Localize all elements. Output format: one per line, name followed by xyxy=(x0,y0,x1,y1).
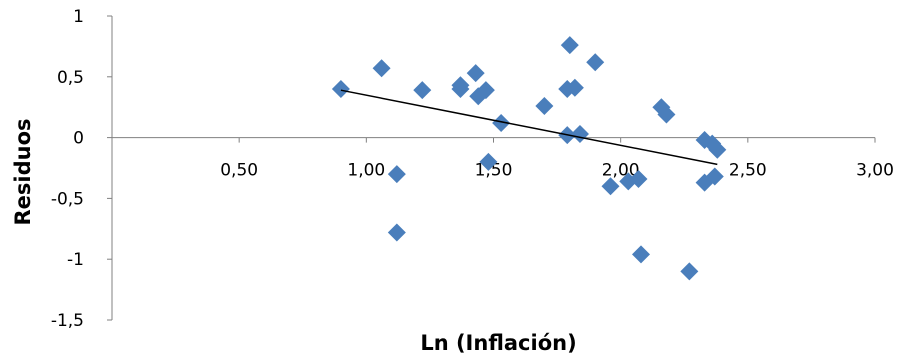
data-point xyxy=(657,105,676,124)
x-tick-label: 0,50 xyxy=(220,161,258,181)
y-tick-label: -0,5 xyxy=(51,189,84,209)
x-tick-labels: 0,50 1,00 1,50 2,00 2,50 3,00 xyxy=(220,137,894,181)
data-point xyxy=(413,81,432,100)
data-point xyxy=(680,262,699,281)
data-point xyxy=(535,96,554,115)
data-point xyxy=(565,78,584,97)
trend-line xyxy=(340,89,718,166)
data-point xyxy=(632,245,651,264)
y-tick-label: 0 xyxy=(73,129,84,149)
x-tick-label: 3,00 xyxy=(856,161,894,181)
data-point xyxy=(387,223,406,242)
y-tick-label: 0,5 xyxy=(57,68,84,88)
data-point xyxy=(479,152,498,171)
data-point xyxy=(560,36,579,55)
y-axis-title: Residuos xyxy=(11,118,35,225)
data-point xyxy=(387,165,406,184)
data-point xyxy=(601,177,620,196)
x-axis-title: Ln (Inflación) xyxy=(420,331,576,355)
x-tick-label: 1,00 xyxy=(347,161,385,181)
data-point xyxy=(372,59,391,78)
data-point xyxy=(476,81,495,100)
data-point xyxy=(586,53,605,72)
y-tick-label: -1,5 xyxy=(51,311,84,331)
data-point xyxy=(466,64,485,83)
y-tick-label: -1 xyxy=(67,250,84,270)
data-point xyxy=(708,140,727,159)
data-point xyxy=(705,167,724,186)
data-point xyxy=(492,114,511,133)
data-point xyxy=(451,76,470,95)
x-tick-label: 2,50 xyxy=(729,161,767,181)
data-point xyxy=(629,169,648,188)
data-point xyxy=(570,124,589,143)
data-point xyxy=(331,79,350,98)
data-points xyxy=(331,36,727,281)
y-tick-label: 1 xyxy=(73,7,84,27)
y-tick-labels: 1 0,5 0 -0,5 -1 -1,5 xyxy=(51,7,112,331)
